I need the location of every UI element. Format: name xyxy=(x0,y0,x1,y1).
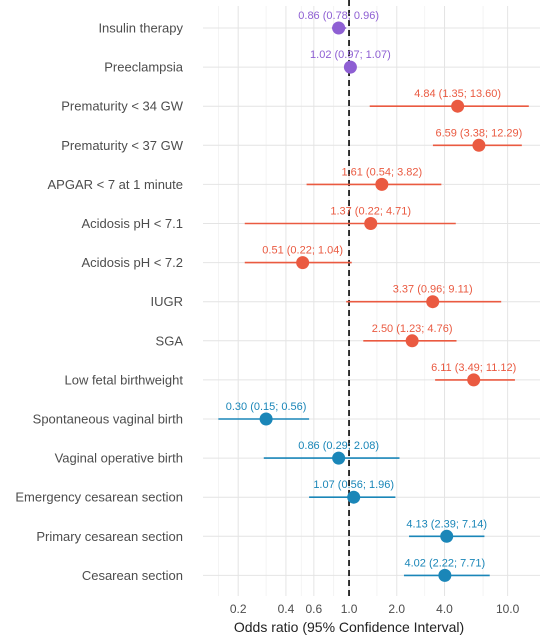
row-label: Acidosis pH < 7.1 xyxy=(81,216,183,231)
data-label: 3.37 (0.96; 9.11) xyxy=(393,284,473,296)
row-label: Primary cesarean section xyxy=(36,529,183,544)
data-label: 2.50 (1.23; 4.76) xyxy=(372,323,453,335)
point-estimate xyxy=(332,21,346,35)
x-axis-title: Odds ratio (95% Confidence Interval) xyxy=(234,619,464,635)
data-label: 0.86 (0.29; 2.08) xyxy=(298,440,379,452)
row-label: Prematurity < 34 GW xyxy=(61,99,183,114)
data-label: 6.59 (3.38; 12.29) xyxy=(435,127,522,139)
row-label: Low fetal birthweight xyxy=(64,372,183,387)
data-label-layer: 0.86 (0.78; 0.96) 1.02 (0.97; 1.07) 4.84 (… xyxy=(226,10,523,569)
point-estimate xyxy=(467,373,481,387)
x-tick-layer: 0.2 0.4 0.6 1.0 2.0 4.0 10.0 xyxy=(230,602,520,616)
data-label: 1.61 (0.54; 3.82) xyxy=(341,166,422,178)
point-estimate xyxy=(426,295,440,309)
row-label: Preeclampsia xyxy=(104,60,184,75)
x-tick-label: 0.4 xyxy=(278,602,295,616)
point-estimate xyxy=(259,412,273,426)
data-label: 1.07 (0.56; 1.96) xyxy=(313,479,394,491)
row-label: Prematurity < 37 GW xyxy=(61,138,183,153)
x-tick-label: 0.2 xyxy=(230,602,247,616)
point-estimate xyxy=(296,256,310,270)
point-estimate xyxy=(472,138,486,152)
point-estimate xyxy=(364,217,378,230)
x-tick-label: 0.6 xyxy=(306,602,323,616)
row-label: Acidosis pH < 7.2 xyxy=(81,255,183,270)
point-estimate xyxy=(347,490,361,504)
row-label-layer: Insulin therapy Preeclampsia Prematurity <… xyxy=(15,21,183,583)
data-label: 4.13 (2.39; 7.14) xyxy=(406,518,487,530)
data-label: 0.86 (0.78; 0.96) xyxy=(298,10,379,22)
data-label: 4.02 (2.22; 7.71) xyxy=(404,557,485,569)
point-estimate xyxy=(343,60,357,74)
point-estimate xyxy=(451,99,465,113)
row-label: Emergency cesarean section xyxy=(15,490,183,505)
row-label: APGAR < 7 at 1 minute xyxy=(48,177,183,192)
point-estimate xyxy=(332,451,346,465)
row-label: SGA xyxy=(156,333,184,348)
x-tick-label: 2.0 xyxy=(388,602,405,616)
row-label: Cesarean section xyxy=(82,568,183,583)
data-label: 1.37 (0.22; 4.71) xyxy=(330,206,411,218)
row-label: Insulin therapy xyxy=(98,21,183,36)
x-tick-label: 10.0 xyxy=(496,602,520,616)
data-label: 0.30 (0.15; 0.56) xyxy=(226,401,307,413)
x-tick-label: 4.0 xyxy=(436,602,453,616)
point-estimate xyxy=(375,177,389,191)
point-estimate xyxy=(405,334,419,348)
data-label: 0.51 (0.22; 1.04) xyxy=(262,245,343,257)
row-label: Vaginal operative birth xyxy=(55,451,183,466)
row-label: Spontaneous vaginal birth xyxy=(33,412,183,427)
data-label: 6.11 (3.49; 11.12) xyxy=(431,362,516,374)
point-estimate xyxy=(440,529,454,543)
point-estimate xyxy=(438,568,452,582)
data-label: 4.84 (1.35; 13.60) xyxy=(414,88,501,100)
x-tick-label: 1.0 xyxy=(341,602,358,616)
row-label: IUGR xyxy=(151,294,184,309)
point-layer xyxy=(259,21,486,582)
data-label: 1.02 (0.97; 1.07) xyxy=(310,49,391,61)
